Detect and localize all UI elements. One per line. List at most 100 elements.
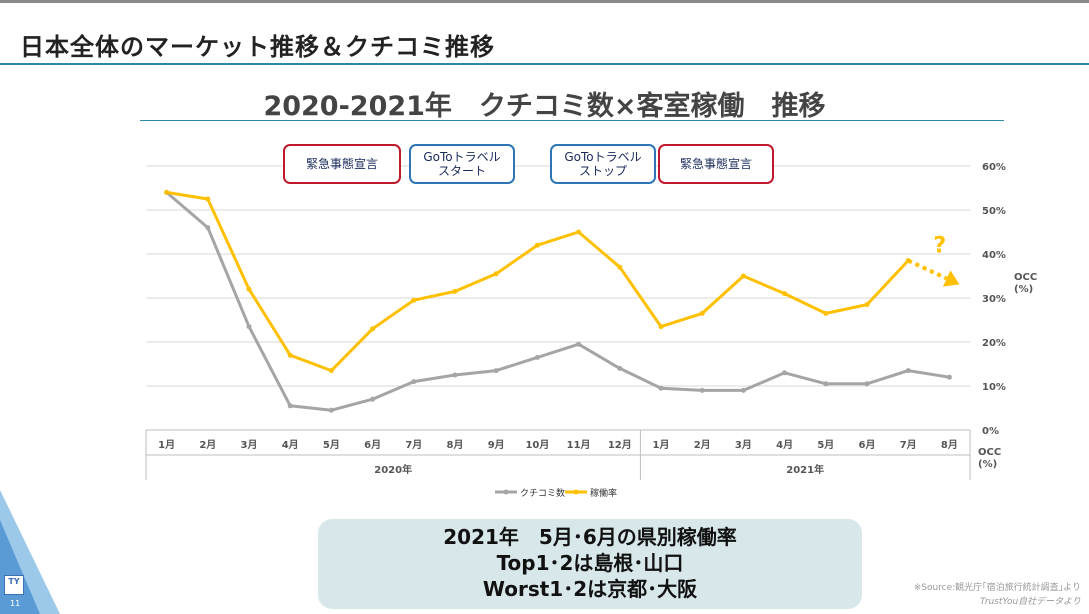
chart-title: 2020-2021年 クチコミ数×客室稼働 推移 [263,91,826,122]
data-point [617,264,623,270]
data-point [370,326,376,332]
annotation-label: ストップ [579,164,627,178]
data-point [287,352,293,358]
top-border [0,0,1089,3]
y-tick-label: 30% [982,294,1006,305]
data-point [823,310,829,316]
x-tick-label: 4月 [282,439,299,451]
data-point [411,379,417,385]
data-point [740,387,746,393]
data-point [370,396,376,402]
x-corner-label: (%) [978,459,997,470]
data-point [287,403,293,409]
y-tick-label: 40% [982,250,1006,261]
x-tick-label: 2月 [199,439,216,451]
data-point [658,324,664,330]
annotation-label: スタート [438,164,486,178]
data-point [411,297,417,303]
data-point [658,385,664,391]
title-rule [0,63,1089,65]
data-point [452,288,458,294]
data-point [246,286,252,292]
annotation-box [658,144,774,184]
source-note: ※Source:観光庁｢宿泊旅行統計調査｣より TrustYou自社データより [914,581,1081,609]
data-point [617,365,623,371]
page-title: 日本全体のマーケット推移＆クチコミ推移 [20,33,495,61]
y-tick-label: 60% [982,162,1006,173]
year-label: 2020年 [374,463,412,476]
y-tick-label: 50% [982,206,1006,217]
x-tick-label: 11月 [567,439,591,451]
x-tick-label: 3月 [735,439,752,451]
data-point [740,273,746,279]
x-tick-label: 8月 [941,439,958,451]
x-tick-label: 6月 [859,439,876,451]
data-point [534,354,540,360]
data-point [493,368,499,374]
data-point [205,225,211,231]
corner-decoration [0,490,60,614]
x-corner-label: OCC [978,447,1001,458]
x-tick-label: 10月 [525,439,549,451]
data-point [452,372,458,378]
annotation-box [409,144,515,184]
x-tick-label: 9月 [488,439,505,451]
data-point [576,229,582,235]
x-tick-label: 2月 [694,439,711,451]
x-tick-label: 5月 [817,439,834,451]
x-tick-label: 4月 [776,439,793,451]
legend-marker [503,489,509,495]
data-point [246,324,252,330]
info-box-line-3: Worst1･2は京都･大阪 [482,577,698,601]
series-line-1 [166,190,910,373]
y-tick-label: 0% [982,426,999,437]
annotation-label: 緊急事態宣言 [306,156,378,171]
y-axis-title: (%) [1014,284,1033,295]
projection-arrow-line [907,258,948,281]
data-point [205,196,211,202]
annotation-label: GoToトラベル [423,150,500,164]
data-point [328,407,334,413]
x-tick-label: 3月 [241,439,258,451]
projection-arrow-head [942,270,960,287]
source-line-1: ※Source:観光庁｢宿泊旅行統計調査｣より [913,583,1081,593]
legend-label: 稼働率 [590,487,617,499]
data-point [164,189,170,195]
data-point [534,242,540,248]
y-tick-label: 20% [982,338,1006,349]
y-axis-title: OCC [1014,272,1037,283]
legend-label: クチコミ数 [520,487,565,499]
x-tick-label: 12月 [608,439,632,451]
data-point [782,370,788,376]
legend-marker [573,489,579,495]
annotation-label: 緊急事態宣言 [680,156,752,171]
data-point [328,368,334,374]
year-label: 2021年 [786,463,824,476]
x-tick-label: 5月 [323,439,340,451]
x-tick-label: 7月 [405,439,422,451]
x-tick-label: 6月 [364,439,381,451]
y-tick-label: 10% [982,382,1006,393]
x-tick-label: 1月 [158,439,175,451]
page-number: 11 [10,599,21,608]
data-point [576,341,582,347]
info-box-line-1: 2021年 5月･6月の県別稼働率 [443,525,737,549]
x-tick-label: 1月 [653,439,670,451]
data-point [493,271,499,277]
source-line-2: TrustYou自社データより [980,597,1081,607]
data-point [864,302,870,308]
question-mark: ? [933,234,946,259]
annotation-label: GoToトラベル [564,150,641,164]
chart-title-rule [140,120,1004,121]
data-point [905,368,911,374]
annotation-box [550,144,656,184]
trustyou-logo: TY [4,575,24,595]
data-point [699,310,705,316]
annotation-box [283,144,401,184]
data-point [699,387,705,393]
data-point [823,381,829,387]
info-box-line-2: Top1･2は島根･山口 [496,551,684,575]
data-point [864,381,870,387]
data-point [782,291,788,297]
